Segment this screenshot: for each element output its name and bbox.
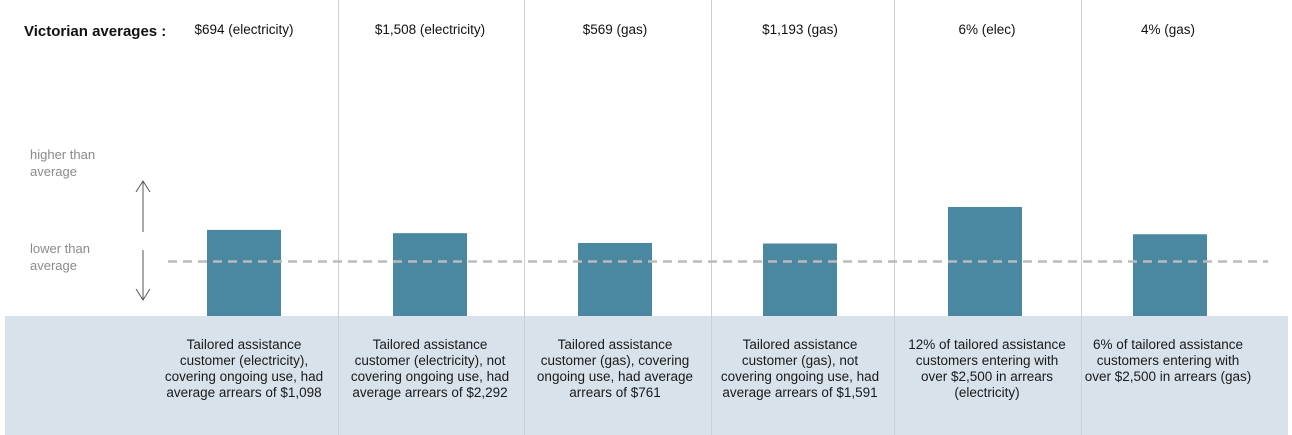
description-band — [5, 316, 1288, 435]
column-divider — [1081, 0, 1082, 435]
bar — [393, 233, 467, 316]
higher-than-average-label: higher than average — [30, 147, 96, 179]
bar — [1133, 234, 1207, 316]
bar — [207, 229, 281, 316]
up-arrow-icon — [135, 180, 151, 232]
category-description: Tailored assistance customer (electricit… — [350, 337, 510, 400]
column-divider — [894, 0, 895, 435]
column-divider — [338, 0, 339, 435]
category-description: Tailored assistance customer (gas), cove… — [536, 337, 694, 400]
category-description: 12% of tailored assistance customers ent… — [908, 337, 1066, 400]
down-arrow-icon — [135, 250, 151, 301]
bar — [763, 243, 837, 316]
average-label: 4% (gas) — [1140, 22, 1196, 37]
average-label: $1,508 (electricity) — [374, 22, 486, 37]
column-divider — [711, 0, 712, 435]
category-description: 6% of tailored assistance customers ente… — [1084, 337, 1252, 384]
average-label: $1,193 (gas) — [762, 22, 838, 37]
category-description: Tailored assistance customer (gas), not … — [720, 337, 880, 400]
average-label: $694 (electricity) — [194, 22, 294, 37]
average-label: $569 (gas) — [582, 22, 648, 37]
column-divider — [524, 0, 525, 435]
category-description: Tailored assistance customer (electricit… — [164, 337, 324, 400]
victorian-averages-label: Victorian averages : — [24, 23, 167, 40]
average-label: 6% (elec) — [958, 22, 1016, 37]
bar — [578, 242, 652, 316]
lower-than-average-label: lower than average — [30, 241, 90, 273]
